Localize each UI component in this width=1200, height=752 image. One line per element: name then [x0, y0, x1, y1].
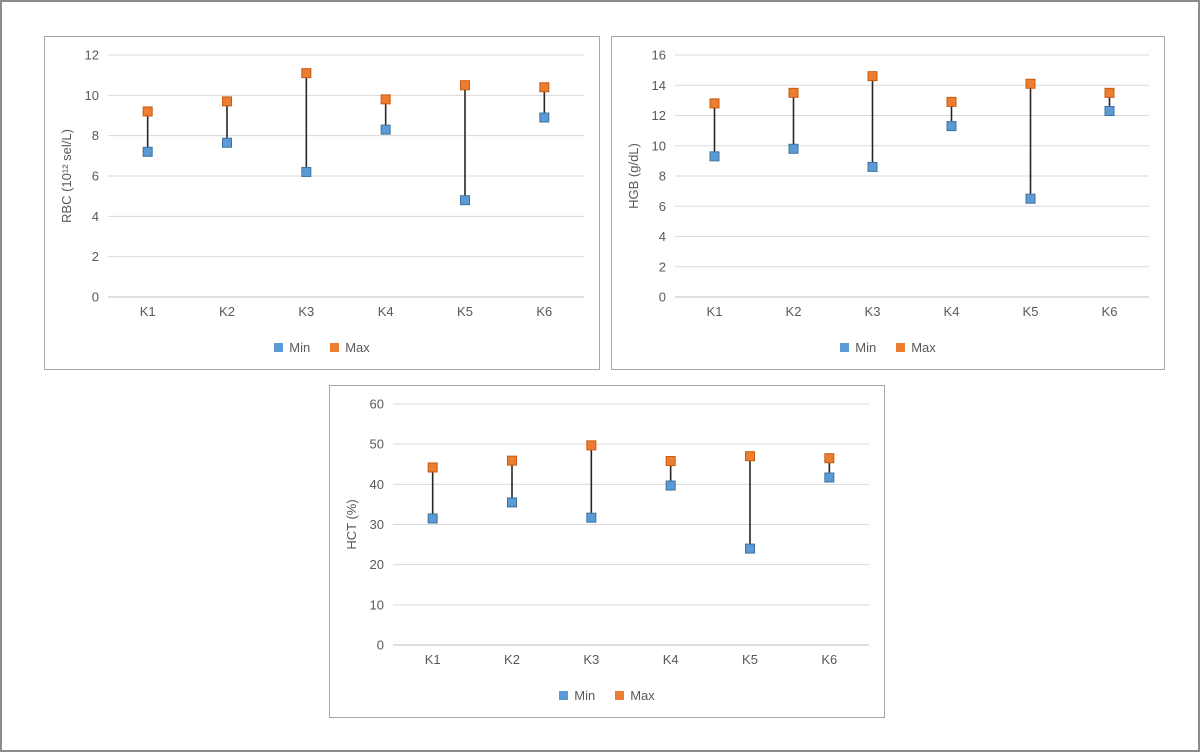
svg-text:16: 16 [652, 48, 666, 63]
svg-text:K6: K6 [821, 652, 837, 667]
svg-text:0: 0 [377, 638, 384, 653]
legend-min-label: Min [289, 340, 311, 355]
chart-rbc-plot: 0 2 4 6 8 10 12 K1 K2 K3 K4 K5 K6 RBC (10¹² sel/L) [59, 48, 584, 319]
svg-text:6: 6 [92, 169, 99, 184]
chart-hgb-legend: Min Max [612, 340, 1164, 355]
legend-item-min: Min [559, 688, 595, 703]
chart-hct: 0 10 20 30 40 50 60 K1 K2 K3 K4 K5 K6 HCT (%) Min Max [329, 385, 885, 718]
chart-hct-plot: 0 10 20 30 40 50 60 K1 K2 K3 K4 K5 K6 HCT (%) [344, 397, 869, 667]
chart-rbc: 0 2 4 6 8 10 12 K1 K2 K3 K4 K5 K6 RBC (10¹² sel/L) Mi… [44, 36, 600, 370]
legend-item-min: Min [274, 340, 310, 355]
svg-text:10: 10 [370, 597, 384, 612]
svg-text:50: 50 [370, 437, 384, 452]
legend-item-max: Max [896, 340, 936, 355]
legend-max-label: Max [345, 340, 370, 355]
svg-text:4: 4 [92, 209, 99, 224]
svg-text:K5: K5 [457, 304, 473, 319]
svg-text:K2: K2 [504, 652, 520, 667]
svg-text:20: 20 [370, 557, 384, 572]
svg-text:0: 0 [659, 290, 666, 305]
svg-text:RBC (10¹² sel/L): RBC (10¹² sel/L) [59, 129, 74, 223]
svg-text:K3: K3 [298, 304, 314, 319]
min-swatch-icon [840, 343, 850, 352]
max-swatch-icon [896, 343, 906, 352]
svg-text:2: 2 [92, 249, 99, 264]
svg-text:K4: K4 [663, 652, 679, 667]
svg-text:K1: K1 [707, 304, 723, 319]
svg-text:K1: K1 [140, 304, 156, 319]
svg-text:30: 30 [370, 517, 384, 532]
svg-text:HCT (%): HCT (%) [344, 499, 359, 549]
svg-text:2: 2 [659, 259, 666, 274]
min-swatch-icon [559, 691, 569, 700]
svg-text:K4: K4 [944, 304, 960, 319]
svg-text:6: 6 [659, 199, 666, 214]
svg-text:K6: K6 [1102, 304, 1118, 319]
legend-min-label: Min [855, 340, 877, 355]
chart-hct-legend: Min Max [330, 688, 884, 703]
svg-text:0: 0 [92, 290, 99, 305]
chart-rbc-legend: Min Max [45, 340, 599, 355]
svg-text:K2: K2 [219, 304, 235, 319]
legend-item-max: Max [615, 688, 655, 703]
legend-item-max: Max [330, 340, 370, 355]
max-swatch-icon [330, 343, 340, 352]
svg-text:K1: K1 [425, 652, 441, 667]
svg-text:40: 40 [370, 477, 384, 492]
svg-text:14: 14 [652, 78, 666, 93]
svg-text:8: 8 [659, 169, 666, 184]
svg-text:K3: K3 [583, 652, 599, 667]
min-swatch-icon [274, 343, 284, 352]
legend-max-label: Max [911, 340, 936, 355]
svg-text:12: 12 [652, 108, 666, 123]
svg-text:K5: K5 [1023, 304, 1039, 319]
svg-text:8: 8 [92, 128, 99, 143]
max-swatch-icon [615, 691, 625, 700]
svg-text:K5: K5 [742, 652, 758, 667]
svg-text:HGB (g/dL): HGB (g/dL) [626, 143, 641, 209]
svg-text:K3: K3 [865, 304, 881, 319]
legend-item-min: Min [840, 340, 876, 355]
svg-text:12: 12 [85, 48, 99, 63]
chart-hgb: 0 2 4 6 8 10 12 14 16 K1 K2 K3 K4 K5 K6 HGB (g/dL) Min … [611, 36, 1165, 370]
svg-text:10: 10 [652, 138, 666, 153]
svg-text:60: 60 [370, 397, 384, 412]
legend-max-label: Max [630, 688, 655, 703]
svg-text:4: 4 [659, 229, 666, 244]
svg-text:10: 10 [85, 88, 99, 103]
legend-min-label: Min [574, 688, 596, 703]
svg-text:K4: K4 [378, 304, 394, 319]
svg-text:K6: K6 [536, 304, 552, 319]
svg-text:K2: K2 [786, 304, 802, 319]
chart-hgb-plot: 0 2 4 6 8 10 12 14 16 K1 K2 K3 K4 K5 K6 HGB (g/dL) [626, 48, 1149, 319]
